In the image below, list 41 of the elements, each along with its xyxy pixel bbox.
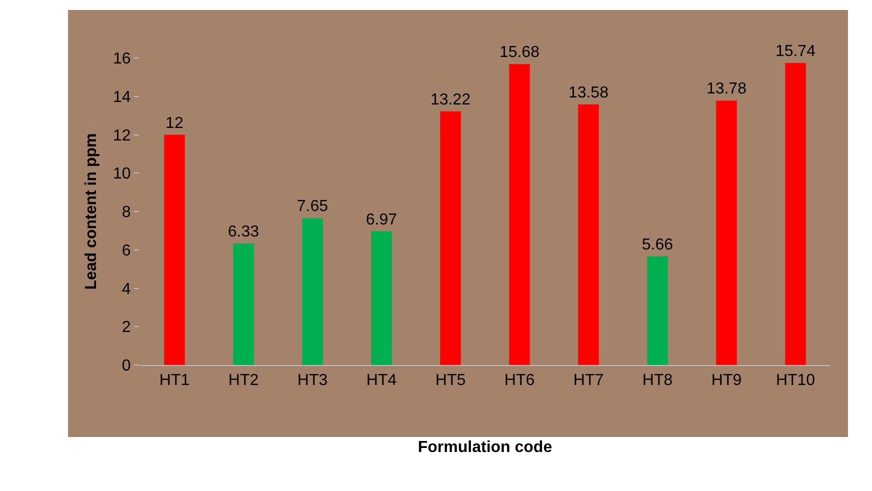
data-label: 7.65 [296, 198, 328, 216]
y-tick-label: 14 [113, 88, 131, 106]
data-label: 13.78 [706, 80, 747, 98]
data-label: 12 [166, 114, 184, 132]
bar [302, 218, 323, 365]
x-tick-label: HT10 [776, 372, 816, 390]
x-tick-label: HT8 [642, 372, 673, 390]
y-tick-label: 10 [113, 166, 131, 183]
y-axis-title: Lead content in ppm [82, 133, 100, 290]
x-tick-label: HT2 [228, 372, 259, 390]
bar [578, 104, 599, 365]
bar [164, 134, 185, 365]
y-tick-label: 2 [122, 319, 131, 336]
data-label: 15.68 [499, 44, 540, 62]
x-tick-label: HT4 [366, 372, 397, 390]
x-tick-label: HT3 [297, 372, 328, 390]
x-tick-label: HT7 [573, 372, 604, 390]
x-tick-label: HT1 [159, 372, 190, 390]
bar [233, 244, 254, 365]
x-tick-label: HT9 [711, 372, 742, 390]
data-label: 13.22 [430, 91, 471, 108]
y-tick-label: 0 [122, 358, 131, 375]
data-label: 5.66 [642, 236, 674, 254]
bar [716, 100, 737, 365]
y-tick-label: 16 [113, 50, 131, 68]
bar [785, 62, 806, 365]
x-tick-label: HT6 [504, 372, 535, 390]
data-label: 13.58 [568, 84, 609, 102]
y-tick-label: 12 [113, 127, 131, 144]
bar [440, 111, 461, 365]
bar [371, 231, 392, 365]
x-axis-title: Formulation code [418, 438, 552, 456]
y-tick-label: 6 [122, 242, 131, 260]
y-tick-label: 8 [122, 204, 131, 222]
bar [647, 256, 668, 365]
data-label: 6.33 [228, 224, 260, 241]
y-tick-label: 4 [122, 280, 131, 298]
x-tick-label: HT5 [435, 372, 466, 390]
bar [509, 64, 530, 365]
data-label: 6.97 [366, 211, 398, 228]
data-label: 15.74 [775, 42, 816, 60]
